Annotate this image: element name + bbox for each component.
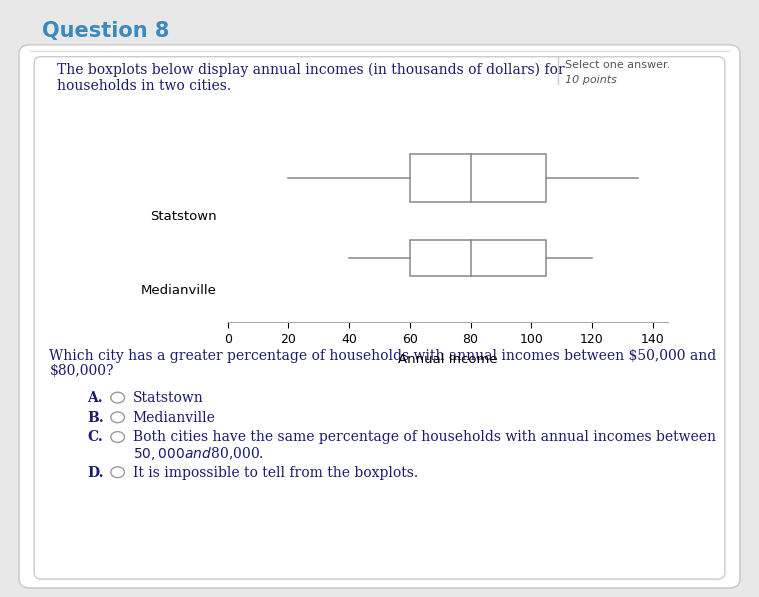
Text: It is impossible to tell from the boxplots.: It is impossible to tell from the boxplo… <box>133 466 418 479</box>
Text: Statstown: Statstown <box>150 210 216 223</box>
Bar <box>410 153 546 202</box>
Text: Statstown: Statstown <box>133 391 203 405</box>
Text: $80,000?: $80,000? <box>49 364 114 378</box>
Text: Both cities have the same percentage of households with annual incomes between: Both cities have the same percentage of … <box>133 430 716 444</box>
X-axis label: Annual Income: Annual Income <box>398 353 498 366</box>
Text: B.: B. <box>87 411 104 424</box>
Text: Medianville: Medianville <box>140 284 216 297</box>
Text: Medianville: Medianville <box>133 411 216 424</box>
Circle shape <box>111 467 124 478</box>
Text: A.: A. <box>87 391 103 405</box>
Text: 10 points: 10 points <box>565 75 617 85</box>
Text: The boxplots below display annual incomes (in thousands of dollars) for: The boxplots below display annual income… <box>57 63 565 77</box>
Text: $50,000 and $80,000.: $50,000 and $80,000. <box>133 445 263 461</box>
Text: Which city has a greater percentage of households with annual incomes between $5: Which city has a greater percentage of h… <box>49 349 716 363</box>
Circle shape <box>111 432 124 442</box>
Circle shape <box>111 392 124 403</box>
Text: C.: C. <box>87 430 103 444</box>
FancyBboxPatch shape <box>34 57 725 579</box>
Text: households in two cities.: households in two cities. <box>57 79 231 93</box>
Text: Question 8: Question 8 <box>42 21 169 41</box>
Bar <box>410 240 546 276</box>
Circle shape <box>111 412 124 423</box>
Text: D.: D. <box>87 466 104 479</box>
Text: Select one answer.: Select one answer. <box>565 60 671 70</box>
FancyBboxPatch shape <box>19 45 740 588</box>
